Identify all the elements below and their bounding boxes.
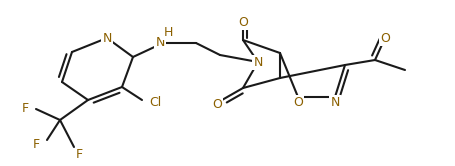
Text: O: O bbox=[238, 15, 248, 29]
Text: F: F bbox=[21, 102, 29, 116]
Text: H: H bbox=[163, 26, 172, 39]
Text: F: F bbox=[75, 149, 82, 162]
Text: F: F bbox=[32, 138, 40, 152]
Text: O: O bbox=[379, 32, 389, 44]
Text: N: N bbox=[329, 95, 339, 109]
Text: O: O bbox=[293, 95, 302, 109]
Text: N: N bbox=[155, 37, 164, 49]
Text: Cl: Cl bbox=[148, 96, 161, 110]
Text: N: N bbox=[253, 55, 262, 69]
Text: N: N bbox=[102, 32, 111, 44]
Text: O: O bbox=[212, 98, 222, 112]
